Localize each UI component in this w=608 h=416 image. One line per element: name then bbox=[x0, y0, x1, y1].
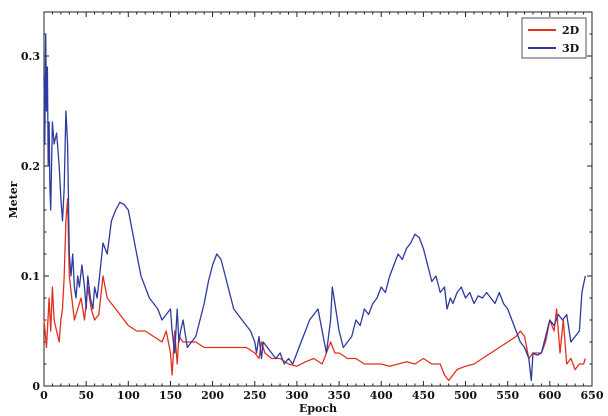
x-tick-label: 600 bbox=[538, 389, 561, 402]
x-tick-label: 300 bbox=[285, 389, 308, 402]
y-axis-title: Meter bbox=[7, 181, 20, 218]
x-tick-label: 250 bbox=[243, 389, 266, 402]
legend-label-3d: 3D bbox=[562, 42, 580, 55]
x-tick-label: 350 bbox=[328, 389, 351, 402]
y-tick-label: 0.1 bbox=[21, 270, 40, 283]
legend: 2D 3D bbox=[521, 17, 587, 59]
x-tick-label: 450 bbox=[412, 389, 435, 402]
series-line-3d bbox=[43, 33, 586, 382]
x-tick-label: 400 bbox=[370, 389, 393, 402]
series-layer bbox=[43, 33, 586, 382]
y-tick-label: 0.2 bbox=[21, 160, 40, 173]
y-tick-label: 0 bbox=[32, 380, 40, 393]
x-tick-label: 500 bbox=[454, 389, 477, 402]
y-tick-label: 0.3 bbox=[21, 50, 40, 63]
x-axis-title: Epoch bbox=[299, 402, 337, 415]
x-tick-label: 550 bbox=[496, 389, 519, 402]
plot-area bbox=[43, 11, 593, 387]
x-tick-label: 150 bbox=[159, 389, 182, 402]
x-tick-label: 100 bbox=[117, 389, 140, 402]
y-axis: 0 0.1 0.2 0.3 bbox=[21, 33, 592, 393]
x-tick-label: 650 bbox=[581, 389, 604, 402]
x-tick-label: 200 bbox=[201, 389, 224, 402]
x-axis: 0 50 100 150 200 250 300 350 400 450 500 550 600 650 bbox=[40, 12, 604, 402]
x-tick-label: 50 bbox=[78, 389, 94, 402]
x-tick-label: 0 bbox=[40, 389, 48, 402]
legend-label-2d: 2D bbox=[562, 24, 580, 37]
legend-box bbox=[521, 17, 587, 59]
series-line-2d bbox=[43, 198, 586, 382]
